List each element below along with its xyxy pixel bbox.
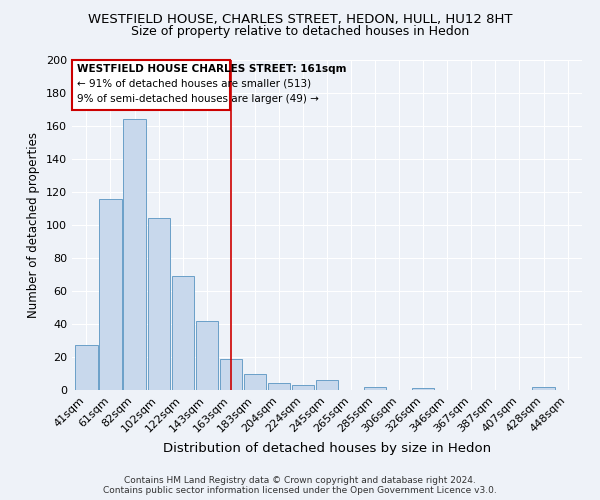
Bar — [364, 386, 386, 390]
Bar — [124, 120, 146, 390]
Text: WESTFIELD HOUSE, CHARLES STREET, HEDON, HULL, HU12 8HT: WESTFIELD HOUSE, CHARLES STREET, HEDON, … — [88, 12, 512, 26]
Bar — [268, 384, 290, 390]
Text: Size of property relative to detached houses in Hedon: Size of property relative to detached ho… — [131, 25, 469, 38]
Bar — [292, 385, 314, 390]
Bar — [532, 386, 554, 390]
Bar — [76, 346, 98, 390]
Text: ← 91% of detached houses are smaller (513): ← 91% of detached houses are smaller (51… — [77, 79, 311, 89]
Text: WESTFIELD HOUSE CHARLES STREET: 161sqm: WESTFIELD HOUSE CHARLES STREET: 161sqm — [77, 64, 347, 74]
Bar — [412, 388, 434, 390]
Bar — [148, 218, 170, 390]
Y-axis label: Number of detached properties: Number of detached properties — [28, 132, 40, 318]
Text: Contains HM Land Registry data © Crown copyright and database right 2024.
Contai: Contains HM Land Registry data © Crown c… — [103, 476, 497, 495]
Bar — [316, 380, 338, 390]
Bar — [100, 198, 122, 390]
FancyBboxPatch shape — [73, 60, 230, 110]
Bar — [220, 358, 242, 390]
Bar — [244, 374, 266, 390]
Bar — [196, 320, 218, 390]
Text: 9% of semi-detached houses are larger (49) →: 9% of semi-detached houses are larger (4… — [77, 94, 319, 104]
Bar — [172, 276, 194, 390]
X-axis label: Distribution of detached houses by size in Hedon: Distribution of detached houses by size … — [163, 442, 491, 455]
